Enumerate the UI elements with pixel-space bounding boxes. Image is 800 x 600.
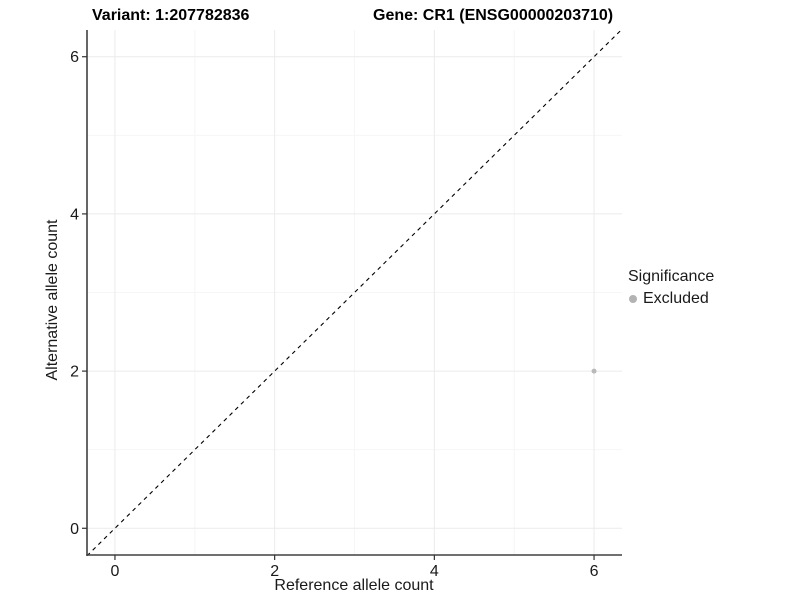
x-axis-title: Reference allele count <box>274 577 434 594</box>
legend-item-label: Excluded <box>643 290 709 307</box>
data-point <box>591 368 597 374</box>
y-axis-title: Alternative allele count <box>44 219 61 381</box>
legend-item: Excluded <box>628 290 714 308</box>
legend-items: Excluded <box>628 290 714 308</box>
y-tick-label: 6 <box>70 49 79 66</box>
plot-title-variant: Variant: 1:207782836 <box>92 7 250 24</box>
x-tick-label: 2 <box>270 563 279 580</box>
y-tick-label: 4 <box>70 206 79 223</box>
legend-point-icon <box>629 295 637 303</box>
x-tick-label: 6 <box>590 563 599 580</box>
y-tick-label: 2 <box>70 364 79 381</box>
legend: Significance Excluded <box>628 268 714 308</box>
y-tick-label: 0 <box>70 521 79 538</box>
x-tick-label: 4 <box>430 563 439 580</box>
plot-title-gene: Gene: CR1 (ENSG00000203710) <box>373 7 614 24</box>
legend-title: Significance <box>628 268 715 285</box>
x-tick-label: 0 <box>110 563 119 580</box>
identity-reference-line <box>86 28 623 557</box>
